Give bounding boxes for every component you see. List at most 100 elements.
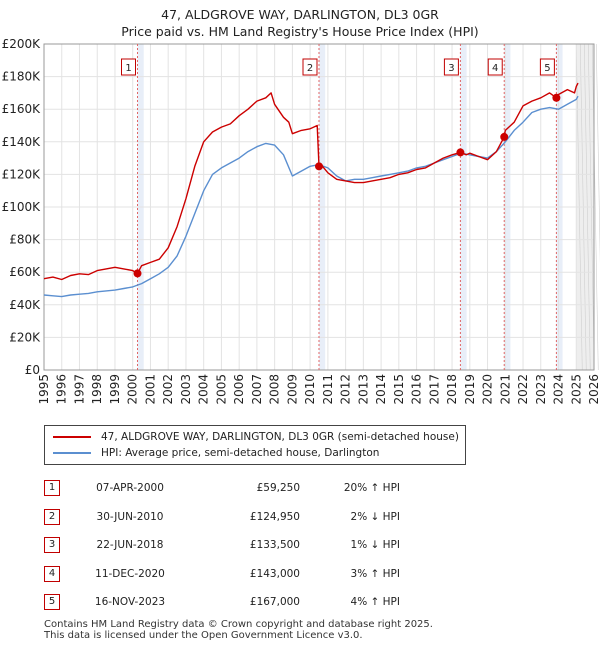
transaction-badge: 2 (44, 508, 60, 525)
table-row: 4 11-DEC-2020 £143,000 3% ↑ HPI (44, 560, 400, 589)
price-chart: £0 £20K £40K £60K £80K £100K £120K £140K £160K £1… (2, 37, 600, 405)
x-tick-label: 2001 (143, 374, 157, 405)
x-tick-label: 2023 (534, 374, 548, 405)
transaction-badge: 3 (44, 537, 60, 554)
transaction-badge: 4 (44, 565, 60, 582)
transactions-table: 1 07-APR-2000 £59,250 20% ↑ HPI 2 30-JUN… (44, 474, 400, 617)
transaction-date: 30-JUN-2010 (96, 510, 164, 523)
y-tick-label: £140K (2, 135, 42, 149)
y-tick-label: £160K (2, 102, 42, 116)
transaction-date: 22-JUN-2018 (96, 539, 164, 552)
x-tick-label: 2011 (321, 374, 335, 405)
y-tick-label: £60K (9, 265, 41, 279)
x-tick-label: 1995 (37, 374, 51, 405)
footer-copyright: Contains HM Land Registry data © Crown c… (44, 619, 433, 630)
y-tick-label: £40K (9, 298, 41, 312)
sale-point (552, 93, 561, 102)
sale-marker-box (302, 58, 318, 76)
x-tick-label: 2009 (285, 374, 299, 405)
transaction-hpi: 3% ↑ HPI (350, 567, 400, 580)
title-line-1: 47, ALDGROVE WAY, DARLINGTON, DL3 0GR (161, 7, 439, 22)
table-row: 2 30-JUN-2010 £124,950 2% ↓ HPI (44, 503, 400, 532)
x-tick-label: 2000 (126, 374, 140, 405)
legend-entry-hpi: HPI: Average price, semi-detached house,… (53, 445, 379, 461)
x-tick-label: 1998 (90, 374, 104, 405)
x-tick-label: 2022 (516, 374, 530, 405)
x-tick-label: 2008 (268, 374, 282, 405)
sale-marker-label: 2 (307, 63, 313, 74)
sale-marker-box (487, 58, 503, 76)
x-tick-label: 2024 (552, 374, 566, 405)
legend-label-hpi: HPI: Average price, semi-detached house,… (101, 447, 380, 459)
footer-licence: This data is licensed under the Open Gov… (44, 630, 363, 641)
sale-point (315, 162, 323, 171)
sale-marker-box (539, 58, 555, 76)
x-tick-label: 2016 (410, 374, 424, 405)
x-tick-label: 2003 (179, 374, 193, 405)
x-tick-label: 2026 (587, 374, 600, 405)
x-tick-label: 2014 (374, 374, 388, 405)
sale-marker-box (443, 58, 459, 76)
sale-point (500, 132, 509, 141)
y-tick-label: £200K (2, 37, 42, 51)
future-hatch-line (591, 43, 599, 371)
x-tick-label: 2002 (161, 374, 175, 405)
x-tick-label: 2010 (303, 374, 317, 405)
transaction-hpi: 1% ↓ HPI (350, 539, 400, 552)
legend-entry-property: 47, ALDGROVE WAY, DARLINGTON, DL3 0GR (s… (53, 429, 459, 445)
x-tick-label: 1999 (108, 374, 122, 405)
sale-point (456, 148, 465, 157)
x-tick-label: 2007 (250, 374, 264, 405)
sale-marker-label: 4 (492, 63, 498, 74)
transaction-price: £59,250 (256, 482, 300, 495)
legend-label-property: 47, ALDGROVE WAY, DARLINGTON, DL3 0GR (s… (101, 431, 459, 443)
table-row: 3 22-JUN-2018 £133,500 1% ↓ HPI (44, 531, 400, 560)
sale-point (133, 269, 142, 278)
x-tick-label: 2018 (445, 374, 459, 405)
y-tick-label: £120K (2, 167, 42, 181)
x-tick-label: 1996 (55, 374, 69, 405)
legend-swatch-property (53, 436, 91, 438)
y-tick-label: £180K (2, 70, 42, 84)
transaction-price: £133,500 (249, 539, 300, 552)
y-tick-label: £20K (9, 330, 41, 344)
x-tick-label: 2006 (232, 374, 246, 405)
transaction-date: 07-APR-2000 (96, 482, 164, 495)
table-row: 5 16-NOV-2023 £167,000 4% ↑ HPI (44, 588, 400, 617)
sale-marker-label: 5 (544, 63, 550, 74)
x-tick-label: 2025 (569, 374, 583, 405)
title-line-2: Price paid vs. HM Land Registry's House … (121, 24, 479, 39)
transaction-price: £167,000 (249, 596, 300, 609)
transaction-hpi: 4% ↑ HPI (350, 596, 400, 609)
y-tick-label: £0 (25, 363, 40, 377)
x-tick-label: 2017 (427, 374, 441, 405)
footer: Contains HM Land Registry data © Crown c… (44, 619, 433, 641)
x-tick-label: 2019 (463, 374, 477, 405)
transaction-hpi: 2% ↓ HPI (350, 510, 400, 523)
legend: 47, ALDGROVE WAY, DARLINGTON, DL3 0GR (s… (44, 425, 466, 465)
sale-marker-label: 3 (448, 63, 454, 74)
sale-marker-label: 1 (125, 63, 131, 74)
x-tick-label: 2021 (498, 374, 512, 405)
x-tick-label: 2020 (481, 374, 495, 405)
transaction-badge: 5 (44, 594, 60, 611)
legend-swatch-hpi (53, 452, 91, 454)
table-row: 1 07-APR-2000 £59,250 20% ↑ HPI (44, 474, 400, 503)
x-tick-label: 2013 (356, 374, 370, 405)
chart-title: 47, ALDGROVE WAY, DARLINGTON, DL3 0GR Pr… (0, 6, 600, 40)
future-hatch-line (595, 43, 600, 264)
x-tick-label: 1997 (72, 374, 86, 405)
x-tick-label: 2005 (214, 374, 228, 405)
x-tick-label: 2015 (392, 374, 406, 405)
transaction-price: £124,950 (249, 510, 300, 523)
transaction-badge: 1 (44, 480, 60, 497)
y-tick-label: £100K (2, 200, 42, 214)
transaction-hpi: 20% ↑ HPI (343, 482, 400, 495)
transaction-date: 16-NOV-2023 (94, 596, 166, 609)
sale-marker-box (121, 58, 136, 76)
y-tick-label: £80K (9, 233, 41, 247)
x-tick-label: 2012 (339, 374, 353, 405)
x-tick-label: 2004 (197, 374, 211, 405)
transaction-price: £143,000 (249, 567, 300, 580)
transaction-date: 11-DEC-2020 (95, 567, 165, 580)
